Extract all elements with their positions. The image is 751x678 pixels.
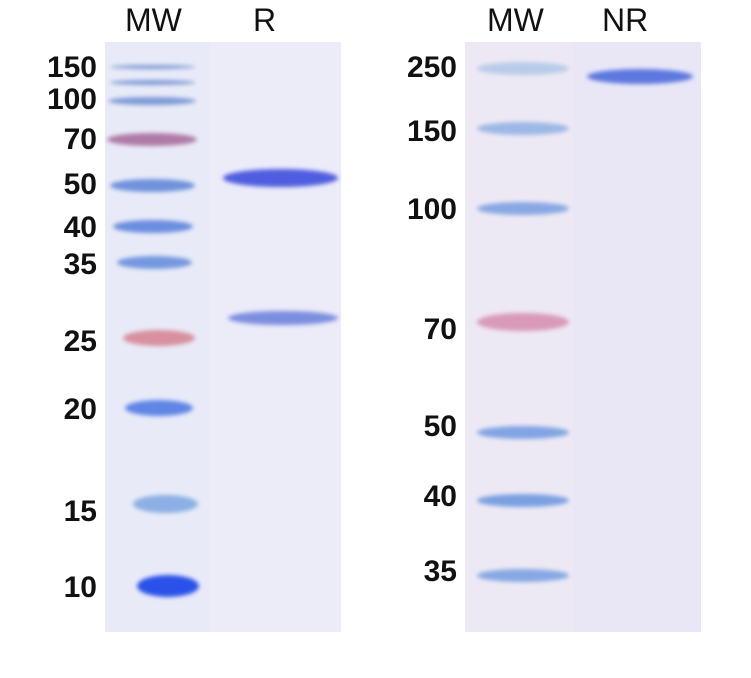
- left-gel: [105, 42, 341, 632]
- sample-band-nr: [587, 68, 693, 84]
- sample-band-r-2: [228, 311, 338, 325]
- marker-band-35: [117, 255, 192, 269]
- marker-band-20: [125, 400, 193, 416]
- marker-band-50: [110, 178, 195, 192]
- lane-header-r: R: [253, 2, 277, 38]
- marker-band-35: [477, 568, 569, 582]
- marker-band-40: [477, 493, 569, 507]
- mw-label-70: 70: [423, 313, 457, 346]
- mw-label-50: 50: [423, 410, 457, 443]
- mw-label-50: 50: [63, 168, 97, 201]
- lane-mw: [465, 42, 573, 632]
- marker-band-~120: [110, 79, 195, 85]
- mw-label-100: 100: [406, 193, 457, 226]
- lane-header-nr: NR: [602, 2, 649, 38]
- marker-band-150: [110, 65, 195, 69]
- mw-label-40: 40: [63, 211, 97, 244]
- mw-label-15: 15: [63, 495, 97, 528]
- sample-band-r-1: [223, 169, 338, 187]
- mw-label-10: 10: [63, 571, 97, 604]
- mw-label-100: 100: [46, 83, 97, 116]
- marker-band-70: [107, 132, 197, 146]
- marker-band-150: [477, 121, 569, 135]
- lane-header-mw-right: MW: [487, 2, 544, 38]
- mw-label-40: 40: [423, 480, 457, 513]
- marker-band-250: [477, 61, 569, 75]
- marker-band-100: [108, 97, 196, 105]
- mw-label-150: 150: [46, 51, 97, 84]
- mw-label-20: 20: [63, 393, 97, 426]
- lane-r: [210, 42, 341, 632]
- right-gel: [465, 42, 701, 632]
- mw-label-35: 35: [423, 555, 457, 588]
- marker-band-70: [477, 313, 569, 331]
- lane-header-mw-left: MW: [125, 2, 182, 38]
- mw-label-150: 150: [406, 115, 457, 148]
- marker-band-10: [137, 575, 199, 597]
- marker-band-15: [133, 495, 198, 513]
- marker-band-40: [113, 219, 193, 233]
- mw-label-35: 35: [63, 248, 97, 281]
- marker-band-100: [477, 201, 569, 215]
- marker-band-50: [477, 425, 569, 439]
- mw-label-70: 70: [63, 123, 97, 156]
- mw-label-250: 250: [406, 51, 457, 84]
- marker-band-25: [123, 330, 195, 346]
- lane-nr: [573, 42, 701, 632]
- mw-label-25: 25: [63, 325, 97, 358]
